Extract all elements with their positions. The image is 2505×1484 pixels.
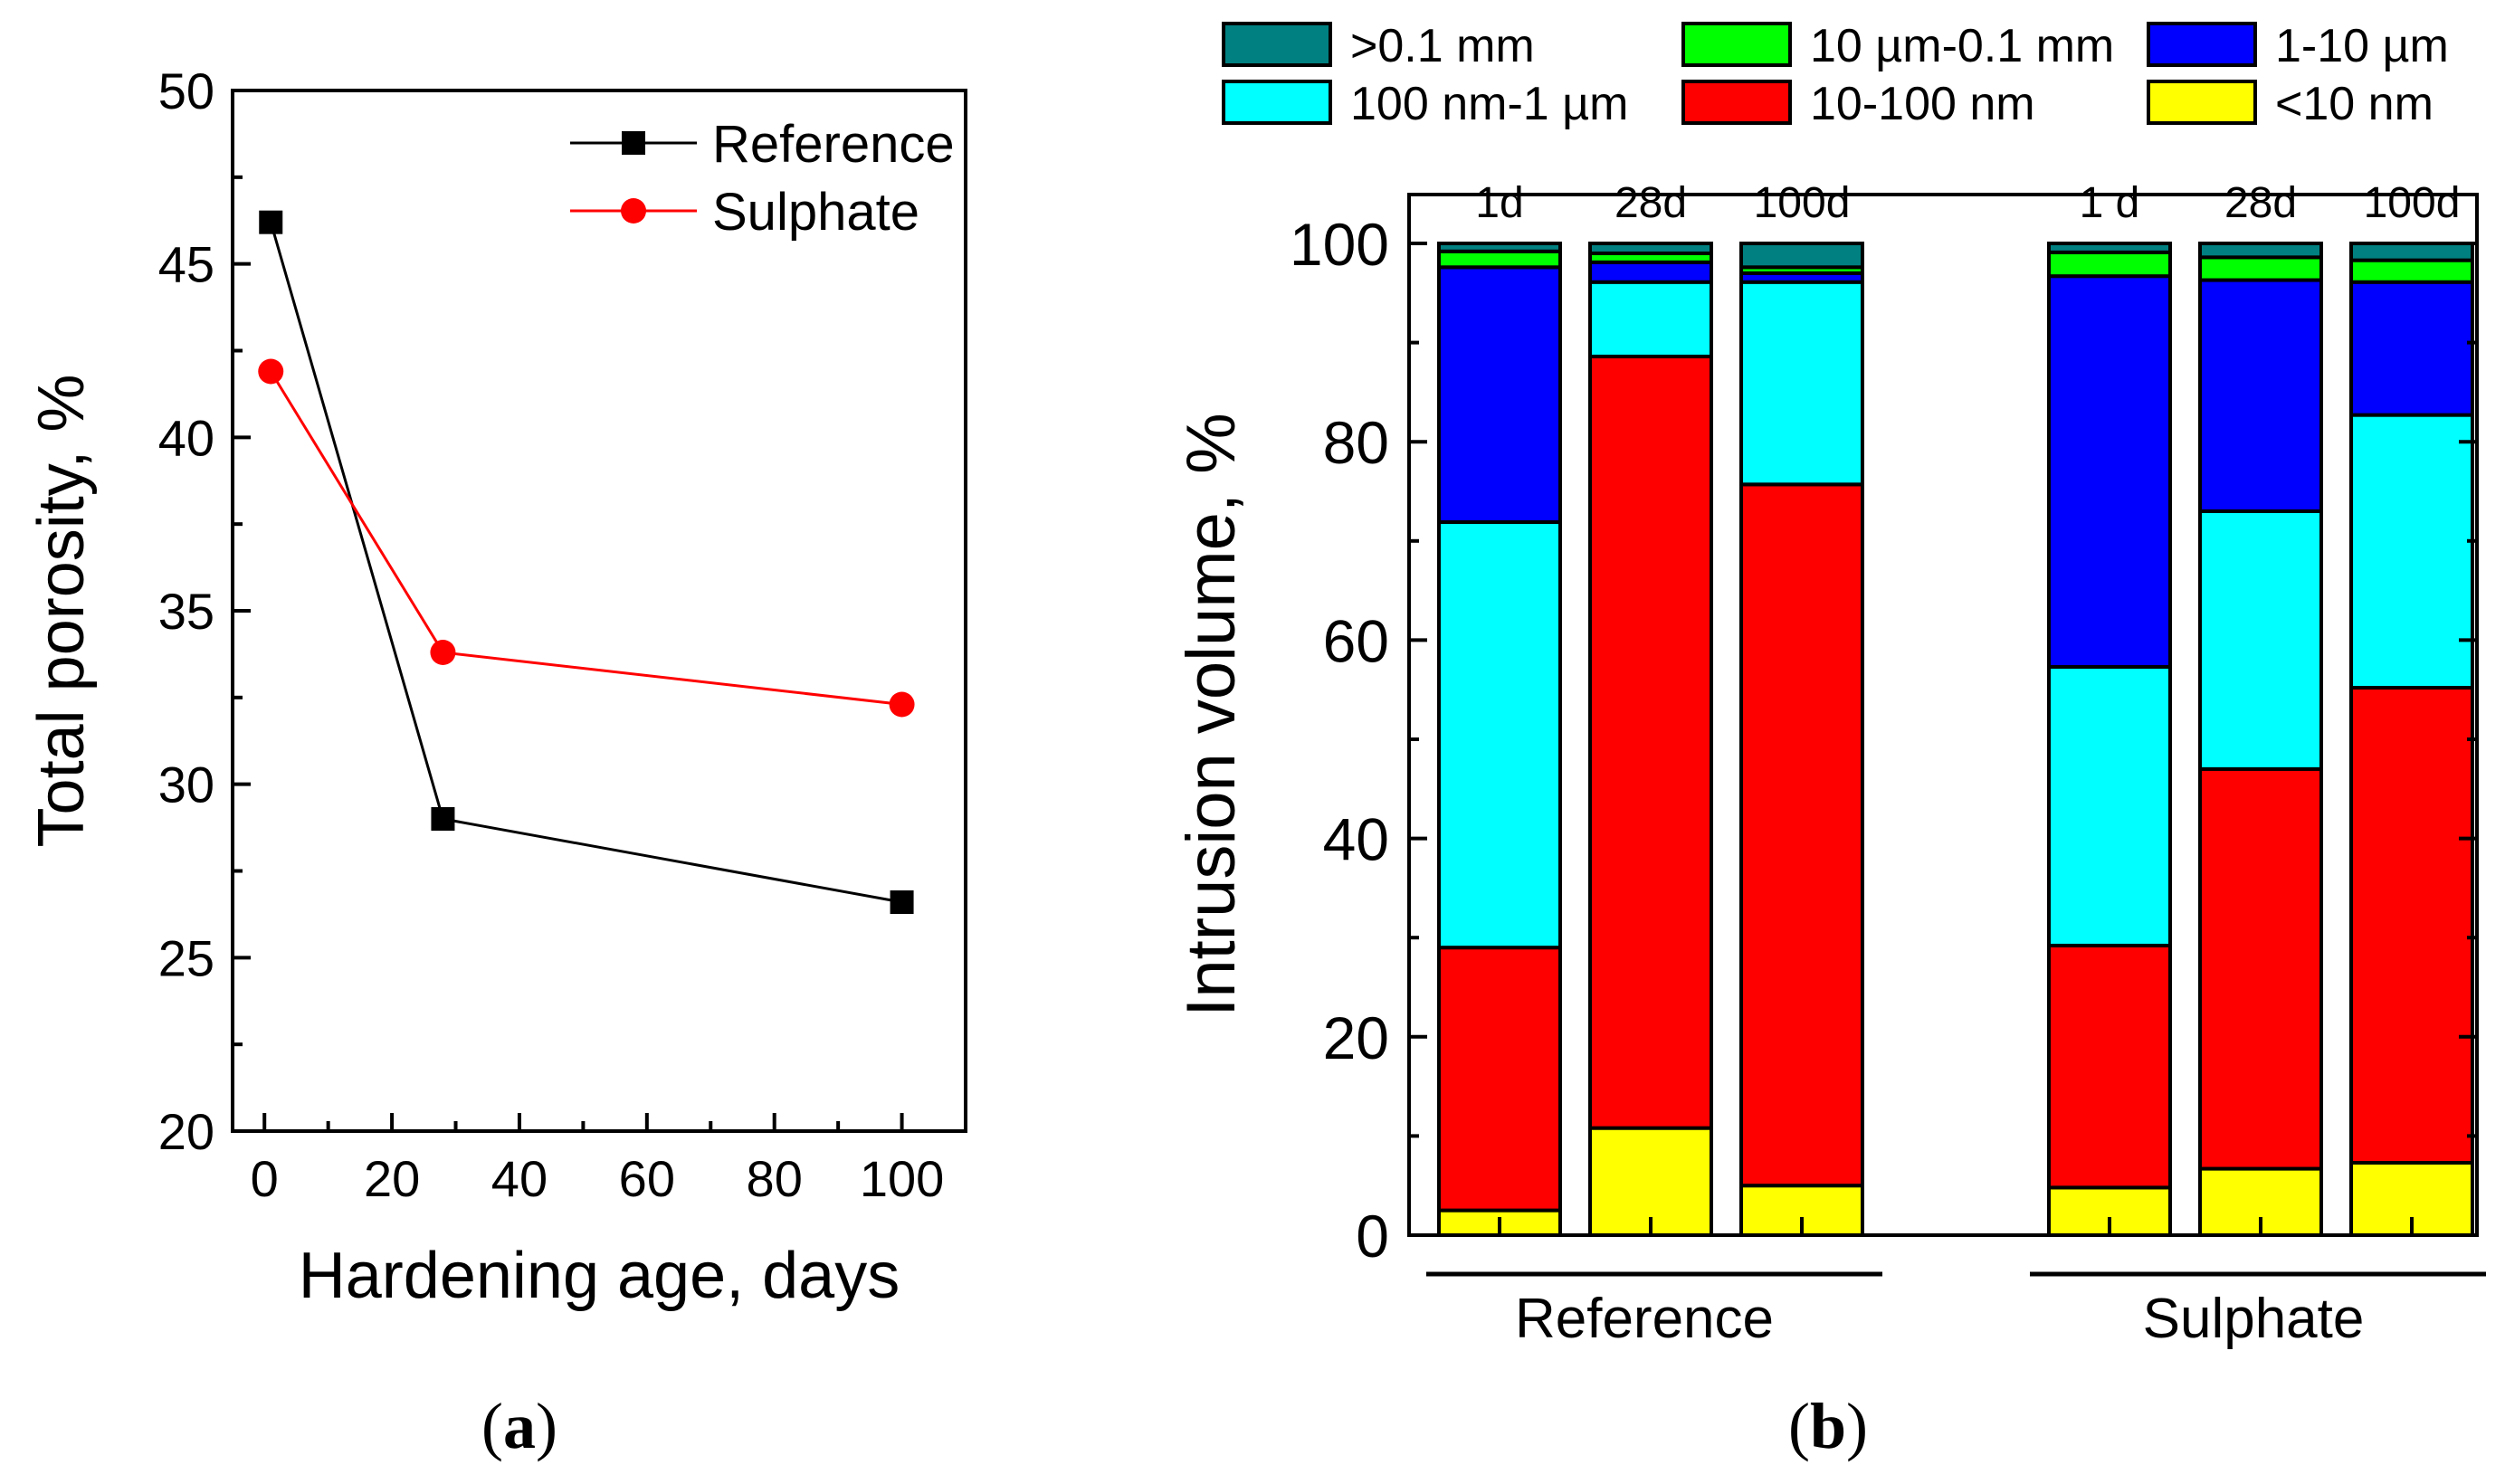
y-tick-label: 35 — [158, 583, 214, 640]
category-label: 100d — [1754, 179, 1851, 227]
panel-a-ticks — [233, 89, 904, 1133]
panel-a-legend: Reference Sulphate — [570, 115, 955, 242]
bar-segment — [2047, 943, 2172, 1190]
panel-a-plot-frame — [231, 89, 967, 1133]
panel-a-series — [258, 210, 915, 914]
bar-segment — [2198, 278, 2323, 513]
bar-segment — [1739, 242, 1864, 270]
bar-segment — [1437, 946, 1562, 1213]
series-line-reference — [269, 222, 902, 904]
y-tick-label: 25 — [158, 929, 214, 986]
bar-segment — [2198, 242, 2323, 260]
legend-label: 10-100 nm — [1810, 78, 2035, 130]
panel-a-caption: (a) — [481, 1390, 557, 1462]
panel-b-category-labels: 1d 28d 100d 1 d 28d 100d — [1475, 179, 2460, 227]
bar-segment — [2349, 280, 2474, 417]
y-tick-label: 0 — [1356, 1203, 1389, 1270]
y-tick-label: 50 — [158, 62, 214, 119]
legend-label: Reference — [712, 115, 955, 174]
panel-a-x-tick-labels: 0 20 40 60 80 100 — [251, 1150, 945, 1207]
data-point-square — [890, 890, 914, 914]
x-tick-label: 0 — [251, 1150, 279, 1207]
bar-segment — [1437, 242, 1562, 253]
bar-segment — [1739, 280, 1864, 487]
panel-b-stacked-bar-chart: >0.1 mm 10 µm-0.1 mm 1-10 µm 100 nm-1 µm 10-… — [1173, 20, 2486, 1462]
bar-segment — [1739, 482, 1864, 1188]
category-label: 28d — [1614, 179, 1687, 227]
bar-segment — [2047, 250, 2172, 279]
panel-a-x-axis-label: Hardening age, days — [299, 1240, 900, 1312]
group-label-reference: Reference — [1515, 1288, 1774, 1350]
bar-segment — [2349, 413, 2474, 690]
bar-segment — [2349, 258, 2474, 284]
panel-b-caption: (b) — [1788, 1390, 1868, 1462]
legend-marker-square — [622, 131, 645, 155]
x-tick-label: 40 — [491, 1150, 548, 1207]
series-line-sulphate — [269, 370, 902, 706]
bar-segment — [1588, 260, 1713, 284]
bar-segment — [1588, 242, 1713, 255]
category-label: 100d — [2364, 179, 2461, 227]
data-point-circle — [889, 691, 915, 718]
bar-segment — [1437, 249, 1562, 270]
bar-segment — [2047, 664, 2172, 947]
x-tick-label: 80 — [747, 1150, 803, 1207]
legend-swatch — [1222, 80, 1332, 125]
legend-label: Sulphate — [712, 183, 919, 242]
x-tick-label: 100 — [860, 1150, 944, 1207]
bar-segment — [2198, 255, 2323, 282]
y-tick-label: 45 — [158, 236, 214, 293]
category-label: 1d — [1475, 179, 1523, 227]
data-point-square — [431, 807, 455, 831]
bar-segment — [2349, 686, 2474, 1165]
bar-segment — [2198, 509, 2323, 771]
y-tick-label: 40 — [1323, 806, 1389, 873]
bar-segment — [2349, 242, 2474, 262]
y-tick-label: 20 — [1323, 1004, 1389, 1071]
legend-swatch — [1222, 22, 1332, 67]
legend-label: >0.1 mm — [1350, 20, 1535, 72]
panel-a-line-chart: 20 25 30 35 40 45 50 0 20 40 60 80 100 Reference Sul… — [25, 62, 967, 1462]
data-point-circle — [258, 358, 284, 385]
category-label: 28d — [2224, 179, 2297, 227]
panel-b-y-tick-labels: 0 20 40 60 80 100 — [1290, 211, 1389, 1270]
bar-segment — [2047, 242, 2172, 254]
bar-segment — [1588, 280, 1713, 358]
bar-segment — [1588, 354, 1713, 1130]
panel-b-legend: >0.1 mm 10 µm-0.1 mm 1-10 µm 100 nm-1 µm 10-… — [1222, 20, 2449, 130]
bar-segment — [1437, 265, 1562, 524]
bar-segment — [1437, 519, 1562, 950]
x-tick-label: 20 — [364, 1150, 420, 1207]
legend-label: 1-10 µm — [2275, 20, 2449, 72]
legend-label: 10 µm-0.1 mm — [1810, 20, 2114, 72]
panel-a-y-axis-label: Total porosity, % — [25, 375, 98, 848]
panel-a-y-tick-labels: 20 25 30 35 40 45 50 — [158, 62, 214, 1160]
legend-label: <10 nm — [2275, 78, 2434, 130]
y-tick-label: 80 — [1323, 409, 1389, 476]
y-tick-label: 100 — [1290, 211, 1389, 278]
group-label-sulphate: Sulphate — [2143, 1288, 2365, 1350]
legend-swatch — [2147, 80, 2257, 125]
panel-b-y-axis-label: Intrusion volume, % — [1173, 413, 1250, 1016]
panel-b-group-brackets: Reference Sulphate — [1426, 1271, 2486, 1350]
legend-marker-circle — [621, 198, 646, 224]
x-tick-label: 60 — [619, 1150, 675, 1207]
y-tick-label: 30 — [158, 756, 214, 813]
legend-label: 100 nm-1 µm — [1350, 78, 1628, 130]
bar-segment — [2198, 766, 2323, 1171]
category-label: 1 d — [2080, 179, 2140, 227]
panel-b-plot-frame — [1407, 193, 2479, 1237]
legend-swatch — [1681, 22, 1792, 67]
y-tick-label: 60 — [1323, 607, 1389, 674]
panel-b-bars — [1437, 242, 2474, 1237]
bar-segment — [2047, 274, 2172, 669]
y-tick-label: 20 — [158, 1103, 214, 1160]
legend-swatch — [1681, 80, 1792, 125]
data-point-circle — [430, 640, 456, 665]
data-point-square — [259, 210, 283, 234]
y-tick-label: 40 — [158, 409, 214, 466]
legend-swatch — [2147, 22, 2257, 67]
